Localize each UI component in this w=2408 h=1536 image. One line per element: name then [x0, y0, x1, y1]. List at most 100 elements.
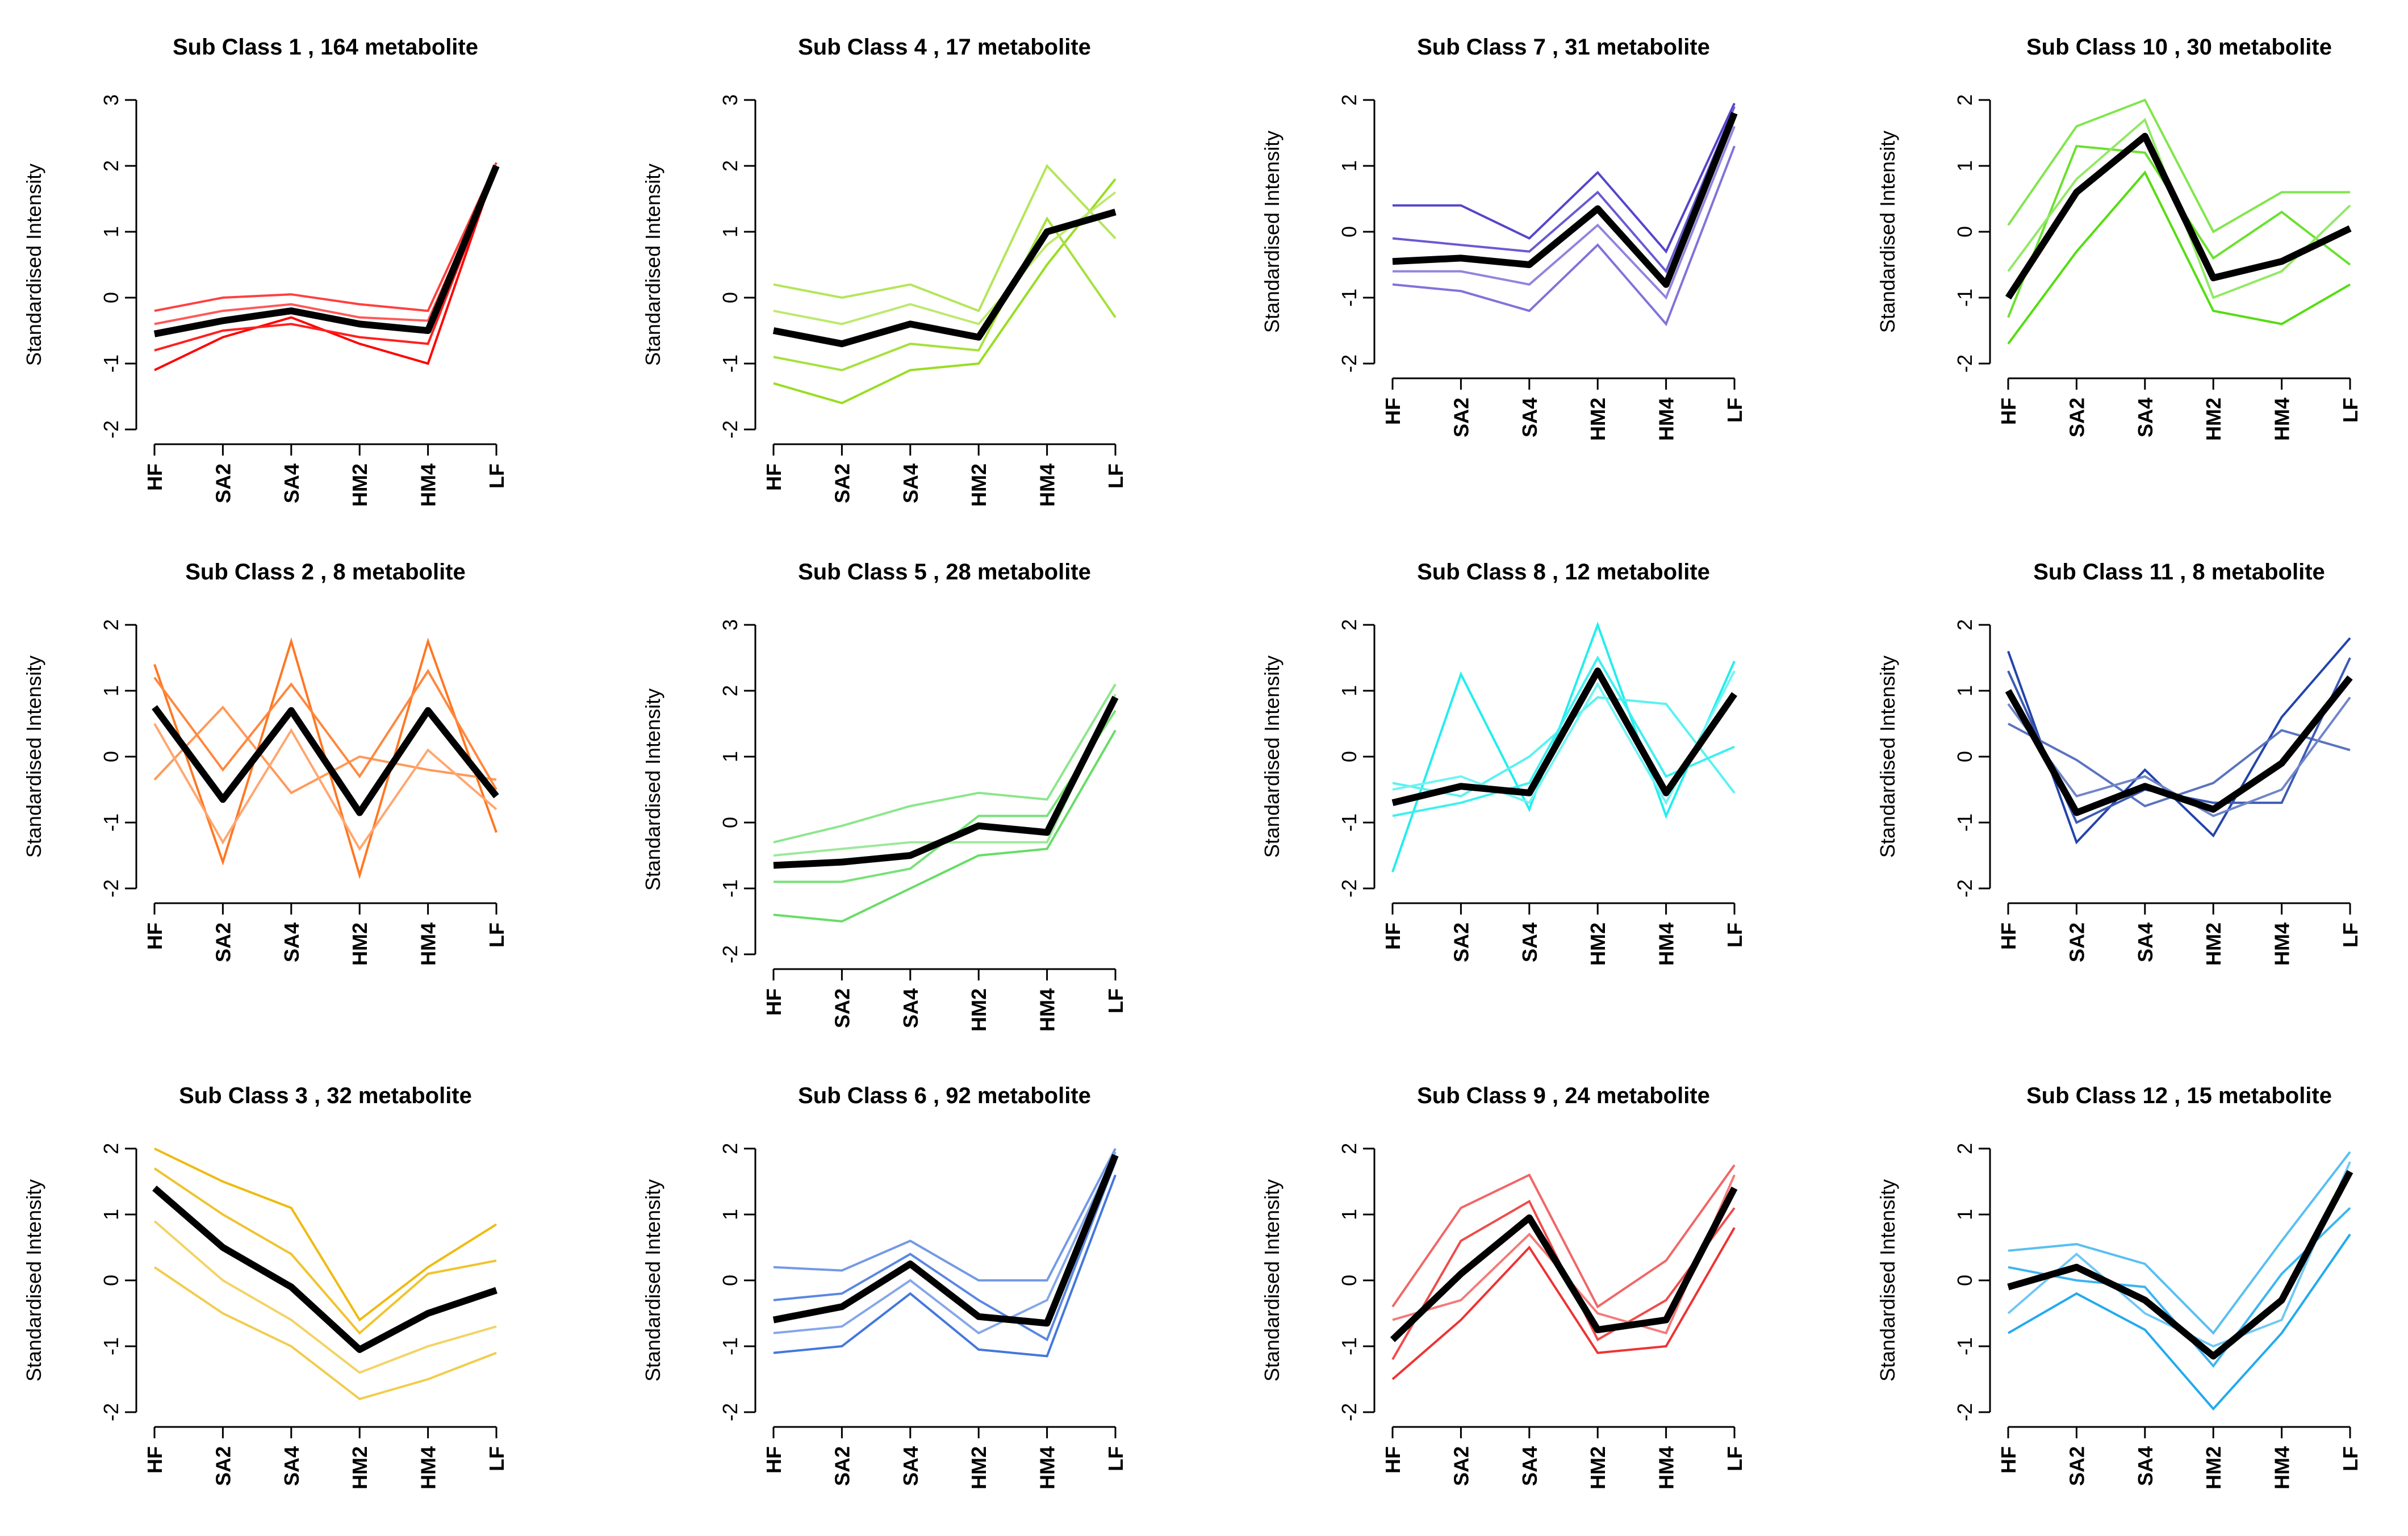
x-tick-label: HM4: [1036, 1446, 1059, 1489]
x-tick-label: HF: [143, 464, 166, 491]
series-line-member-4: [1393, 126, 1736, 300]
chart-panel: Sub Class 11 , 8 metabolite -2 -1 0 1 2 Standa…: [1876, 560, 2362, 966]
y-tick-label: 2: [1337, 1143, 1361, 1154]
y-tick-label: 0: [1953, 1275, 1976, 1286]
y-tick-label: 2: [99, 619, 123, 631]
y-tick-label: -2: [718, 420, 742, 439]
series-line-mean: [2007, 1170, 2353, 1360]
y-tick-label: 1: [1337, 1209, 1361, 1220]
y-tick-label: 0: [99, 292, 123, 303]
y-tick-label: -2: [1337, 879, 1361, 898]
chart-title: Sub Class 11 , 8 metabolite: [2033, 560, 2325, 585]
y-tick-label: 2: [1953, 94, 1976, 106]
chart-title: Sub Class 1 , 164 metabolite: [173, 35, 478, 60]
y-tick-label: 0: [99, 751, 123, 762]
x-tick-label: SA2: [2065, 923, 2088, 962]
x-tick-label: SA2: [830, 1446, 854, 1486]
series-line-member-2: [154, 162, 498, 312]
series-line-member-4: [773, 191, 1117, 325]
series-line-member-2: [773, 164, 1117, 312]
y-tick-label: 1: [1953, 160, 1976, 172]
x-tick-label: HF: [143, 923, 166, 950]
x-tick-label: HM4: [417, 1446, 440, 1489]
chart-title: Sub Class 6 , 92 metabolite: [798, 1083, 1091, 1108]
y-tick-label: -1: [1953, 289, 1976, 307]
x-tick-label: SA2: [1449, 923, 1473, 962]
y-tick-label: -1: [718, 879, 742, 898]
y-tick-label: -1: [1337, 1337, 1361, 1355]
y-tick-label: 0: [1337, 1275, 1361, 1286]
y-axis-label: Standardised Intensity: [1876, 131, 1899, 333]
y-tick-label: -2: [1337, 354, 1361, 373]
y-tick-label: -1: [1953, 813, 1976, 832]
x-tick-label: SA2: [1449, 398, 1473, 437]
chart-panel: Sub Class 3 , 32 metabolite -2 -1 0 1 2 Standa…: [22, 1083, 508, 1489]
y-axis-label: Standardised Intensity: [1876, 656, 1899, 858]
series-line-member-1: [2007, 170, 2351, 345]
x-tick-label: HM2: [967, 464, 990, 507]
x-tick-label: LF: [485, 464, 508, 489]
y-tick-label: -1: [99, 354, 123, 373]
y-tick-label: -1: [99, 1337, 123, 1355]
x-tick-label: LF: [1723, 398, 1746, 423]
y-tick-label: 1: [1337, 685, 1361, 696]
x-tick-label: LF: [485, 1446, 508, 1471]
y-tick-label: -1: [718, 1337, 742, 1355]
x-tick-label: HM2: [2202, 398, 2225, 441]
y-tick-label: 0: [1337, 226, 1361, 237]
series-line-member-2: [2007, 98, 2350, 233]
chart-panel: Sub Class 12 , 15 metabolite -2 -1 0 1 2 Stand…: [1876, 1083, 2362, 1489]
series-line-mean: [1392, 111, 1738, 288]
y-tick-label: -2: [99, 1403, 123, 1421]
series-line-member-2: [153, 705, 497, 795]
y-axis-label: Standardised Intensity: [641, 1179, 664, 1381]
y-axis-label: Standardised Intensity: [22, 1179, 45, 1381]
x-tick-label: SA2: [211, 464, 235, 503]
x-tick-label: HM4: [1655, 1446, 1678, 1489]
x-tick-label: HM4: [417, 923, 440, 966]
x-tick-label: HM4: [1036, 988, 1059, 1032]
x-tick-label: SA4: [2134, 398, 2157, 437]
x-tick-label: SA2: [830, 464, 854, 503]
series-line-member-3: [154, 169, 498, 352]
y-tick-label: -2: [1953, 1403, 1976, 1421]
x-tick-label: HM2: [967, 1446, 990, 1489]
chart-title: Sub Class 5 , 28 metabolite: [798, 560, 1091, 585]
chart-title: Sub Class 7 , 31 metabolite: [1417, 35, 1710, 60]
x-tick-label: SA4: [1518, 398, 1541, 437]
y-axis-label: Standardised Intensity: [22, 656, 45, 858]
series-line-member-4: [773, 693, 1117, 857]
x-tick-label: SA2: [2065, 1446, 2088, 1486]
chart-panel: Sub Class 6 , 92 metabolite -2 -1 0 1 2 Standa…: [641, 1083, 1127, 1489]
series-line-mean: [773, 695, 1119, 869]
y-tick-label: -2: [99, 420, 123, 439]
x-tick-label: LF: [1723, 1446, 1746, 1471]
x-tick-label: SA2: [830, 988, 854, 1028]
x-tick-label: LF: [1104, 988, 1127, 1013]
x-tick-label: HM2: [2202, 1446, 2225, 1489]
y-tick-label: -2: [718, 945, 742, 963]
y-tick-label: 0: [1953, 751, 1976, 762]
x-tick-label: LF: [1723, 923, 1746, 948]
y-tick-label: 0: [718, 292, 742, 303]
series-line-member-2: [773, 1148, 1117, 1282]
x-tick-label: HM4: [2271, 923, 2294, 966]
series-line-member-2: [2008, 1151, 2351, 1335]
series-line-member-4: [773, 1151, 1117, 1335]
x-tick-label: SA2: [1449, 1446, 1473, 1486]
series-line-member-1: [773, 178, 1117, 404]
y-tick-label: 1: [99, 226, 123, 237]
y-axis-label: Standardised Intensity: [1260, 1179, 1284, 1381]
y-tick-label: 2: [718, 160, 742, 172]
x-tick-label: HM4: [2271, 1446, 2294, 1489]
series-line-member-4: [153, 723, 498, 852]
series-line-member-3: [153, 669, 498, 790]
y-tick-label: 2: [1953, 619, 1976, 631]
y-tick-label: 1: [718, 1209, 742, 1220]
chart-title: Sub Class 12 , 15 metabolite: [2026, 1083, 2332, 1108]
x-tick-label: SA4: [280, 1446, 303, 1486]
x-tick-label: LF: [1104, 464, 1127, 489]
y-tick-label: 2: [718, 1143, 742, 1154]
x-tick-label: HF: [1381, 923, 1404, 950]
chart-title: Sub Class 4 , 17 metabolite: [798, 35, 1091, 60]
